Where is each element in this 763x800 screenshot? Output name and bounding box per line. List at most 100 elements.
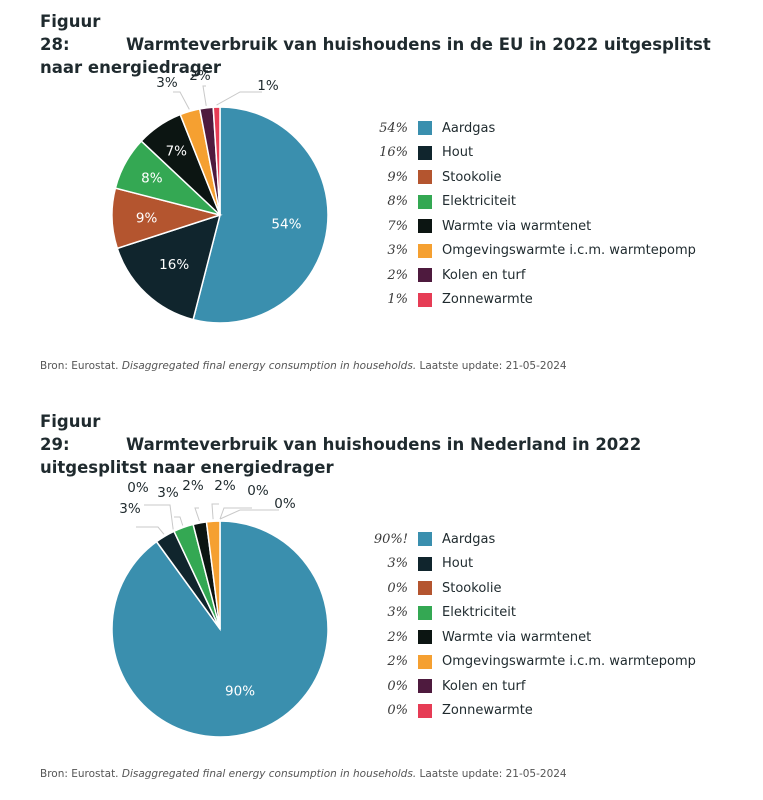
leader-line-zonnewarmte <box>219 509 279 520</box>
pie-slice-aardgas <box>192 106 329 324</box>
legend-item-zonnewarmte: 0% Zonnewarmte <box>360 699 696 724</box>
legend-swatch <box>418 268 432 283</box>
leader-line-warmte-via-warmtenet <box>194 507 200 522</box>
leader-line-elektriciteit <box>174 516 184 526</box>
legend-label: Zonnewarmte <box>442 703 533 719</box>
source-title: Disaggregated final energy consumption i… <box>121 360 417 372</box>
legend-label: Stookolie <box>442 580 502 596</box>
leader-line-omgevingswarmte-i-c-m-warmtepomp <box>211 503 219 520</box>
leader-line-stookolie <box>144 504 174 530</box>
leader-line-kolen-en-turf <box>219 507 252 520</box>
handwritten-note: 3% <box>387 243 408 259</box>
handwritten-note: 90%! <box>373 531 408 547</box>
legend-label: Aardgas <box>442 120 496 136</box>
legend-label: Stookolie <box>442 169 502 185</box>
source-note: Bron: Eurostat. Disaggregated final ener… <box>40 360 567 372</box>
data-label-zonnewarmte: 0% <box>274 496 296 512</box>
pie-slice-aardgas <box>111 520 329 738</box>
legend-swatch <box>418 581 432 596</box>
figure-title-text: Warmteverbruik van huishoudens in de EU … <box>40 35 711 77</box>
handwritten-note: 0% <box>387 580 408 596</box>
handwritten-note: 1% <box>387 292 408 308</box>
data-label-elektriciteit: 8% <box>141 171 163 187</box>
legend-swatch <box>418 703 432 718</box>
handwritten-note: 0% <box>387 703 408 719</box>
legend-swatch <box>418 630 432 645</box>
handwritten-note: 8% <box>387 194 408 210</box>
source-note: Bron: Eurostat. Disaggregated final ener… <box>40 768 567 780</box>
handwritten-note: 16% <box>379 145 408 161</box>
pie-slice-zonnewarmte <box>212 106 221 216</box>
handwritten-note: 2% <box>387 629 408 645</box>
data-label-aardgas: 54% <box>271 216 301 232</box>
legend-item-hout: 16% Hout <box>360 141 696 166</box>
legend-item-elektriciteit: 3% Elektriciteit <box>360 601 696 626</box>
pie-chart: 90%3%0% 3% 2% 2% 0%0% <box>111 478 329 738</box>
data-label-kolen-en-turf: 0% <box>247 483 269 499</box>
legend-label: Aardgas <box>442 531 496 547</box>
legend-swatch <box>418 219 432 234</box>
data-label-warmte-via-warmtenet: 2% <box>182 478 204 494</box>
legend-item-kolen-en-turf: 0% Kolen en turf <box>360 674 696 699</box>
legend-label: Elektriciteit <box>442 194 516 210</box>
handwritten-note: 2% <box>387 654 408 670</box>
handwritten-note: 3% <box>387 605 408 621</box>
legend-label: Omgevingswarmte i.c.m. warmtepomp <box>442 243 696 259</box>
legend: 54% Aardgas 16% Hout 9% Stookolie 8% Elektricit… <box>360 116 696 312</box>
handwritten-note: 7% <box>387 218 408 234</box>
pie-slice-hout <box>116 213 222 321</box>
data-label-stookolie: 0% <box>127 480 149 496</box>
legend-swatch <box>418 292 432 307</box>
legend-item-kolen-en-turf: 2% Kolen en turf <box>360 263 696 288</box>
figure-number: Figuur 28: <box>40 12 101 54</box>
legend-item-omgevingswarmte-i-c-m-warmtepomp: 3% Omgevingswarmte i.c.m. warmtepomp <box>360 239 696 264</box>
legend-label: Kolen en turf <box>442 267 526 283</box>
legend-label: Warmte via warmtenet <box>442 218 592 234</box>
legend-swatch <box>418 605 432 620</box>
legend-item-warmte-via-warmtenet: 7% Warmte via warmtenet <box>360 214 696 239</box>
figure-number: Figuur 29: <box>40 412 101 454</box>
legend-item-hout: 3% Hout <box>360 552 696 577</box>
data-label-zonnewarmte: 1% <box>257 78 279 94</box>
legend-item-warmte-via-warmtenet: 2% Warmte via warmtenet <box>360 625 696 650</box>
handwritten-note: 3% <box>387 556 408 572</box>
legend-swatch <box>418 145 432 160</box>
leader-line-omgevingswarmte-i-c-m-warmtepomp <box>173 91 190 110</box>
figure-29: Figuur 29: Warmteverbruik van huishoudens… <box>0 400 763 800</box>
legend-swatch <box>418 170 432 185</box>
legend: 90%! Aardgas 3% Hout 0% Stookolie 3% Elektricit… <box>360 527 696 723</box>
handwritten-note: 0% <box>387 678 408 694</box>
figure-title-text: Warmteverbruik van huishoudens in Nederl… <box>40 435 642 477</box>
legend-label: Zonnewarmte <box>442 292 533 308</box>
legend-label: Kolen en turf <box>442 678 526 694</box>
figure-title: Figuur 28: Warmteverbruik van huishoudens… <box>40 10 740 79</box>
pie-chart: 54% 16% 9% 8%7% 3% 2% 1% <box>111 68 329 324</box>
source-prefix: Bron: Eurostat. <box>40 768 122 780</box>
legend-label: Hout <box>442 145 474 161</box>
legend-item-elektriciteit: 8% Elektriciteit <box>360 190 696 215</box>
legend-swatch <box>418 121 432 136</box>
legend-swatch <box>418 654 432 669</box>
data-label-stookolie: 9% <box>136 210 158 226</box>
source-title: Disaggregated final energy consumption i… <box>121 768 417 780</box>
legend-item-zonnewarmte: 1% Zonnewarmte <box>360 288 696 313</box>
data-label-aardgas: 90% <box>225 684 255 700</box>
leader-line-zonnewarmte <box>216 91 262 106</box>
legend-label: Hout <box>442 556 474 572</box>
legend-item-stookolie: 9% Stookolie <box>360 165 696 190</box>
source-suffix: Laatste update: 21-05-2024 <box>416 768 567 780</box>
legend-item-aardgas: 90%! Aardgas <box>360 527 696 552</box>
leader-line-kolen-en-turf <box>202 85 207 106</box>
legend-swatch <box>418 243 432 258</box>
leader-line-hout <box>136 526 165 535</box>
legend-label: Warmte via warmtenet <box>442 629 592 645</box>
figure-title: Figuur 29: Warmteverbruik van huishoudens… <box>40 410 740 479</box>
legend-label: Elektriciteit <box>442 605 516 621</box>
data-label-omgevingswarmte-i-c-m-warmtepomp: 2% <box>214 478 236 494</box>
handwritten-note: 54% <box>379 120 408 136</box>
legend-item-stookolie: 0% Stookolie <box>360 576 696 601</box>
legend-item-aardgas: 54% Aardgas <box>360 116 696 141</box>
legend-label: Omgevingswarmte i.c.m. warmtepomp <box>442 654 696 670</box>
data-label-omgevingswarmte-i-c-m-warmtepomp: 3% <box>156 75 178 91</box>
source-suffix: Laatste update: 21-05-2024 <box>416 360 567 372</box>
